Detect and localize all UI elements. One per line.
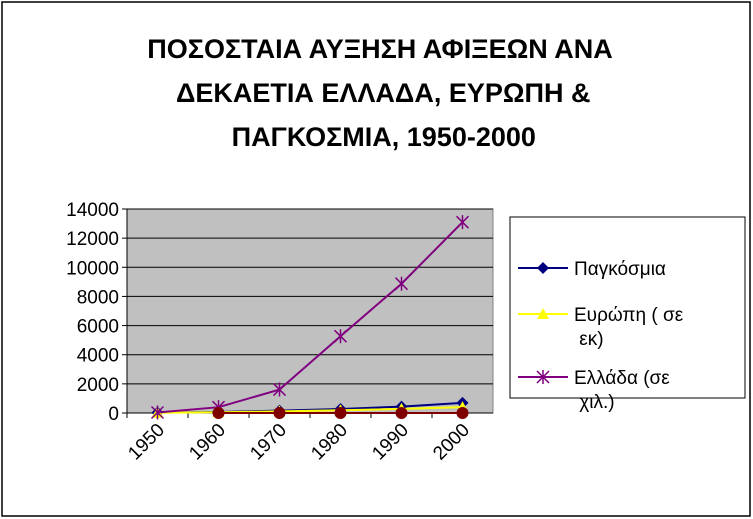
y-tick-label: 4000: [77, 346, 119, 367]
y-tick-label: 0: [108, 404, 119, 425]
legend-box: [509, 216, 746, 399]
marker: [272, 382, 287, 397]
plot-area: [126, 208, 494, 414]
marker: [395, 407, 408, 419]
chart-title: ΠΟΣΟΣΤΑΙΑ ΑΥΞΗΣΗ ΑΦΙΞΕΩΝ ΑΝΑ ΔΕΚΑΕΤΙΑ ΕΛ…: [147, 34, 613, 152]
marker: [537, 262, 549, 274]
marker: [456, 407, 469, 419]
marker: [394, 276, 409, 291]
marker: [536, 370, 550, 384]
y-tick-label: 6000: [77, 317, 119, 338]
y-tick-label: 10000: [66, 258, 119, 279]
y-tick-label: 8000: [77, 287, 119, 308]
marker: [537, 308, 549, 319]
series-line: [157, 221, 464, 414]
marker: [334, 407, 347, 419]
marker: [273, 407, 286, 419]
legend-label: Ελλάδα (σε χιλ.): [574, 368, 670, 413]
series-line: [157, 406, 463, 414]
marker: [455, 215, 470, 230]
legend-label: Ευρώπη ( σε εκ): [574, 305, 684, 350]
marker: [150, 405, 165, 420]
y-tick-label: 14000: [66, 200, 119, 221]
marker: [212, 407, 225, 419]
legend-label: Παγκόσμια: [574, 259, 666, 280]
marker: [333, 329, 348, 344]
y-tick-label: 12000: [66, 229, 119, 250]
y-tick-label: 2000: [77, 375, 119, 396]
